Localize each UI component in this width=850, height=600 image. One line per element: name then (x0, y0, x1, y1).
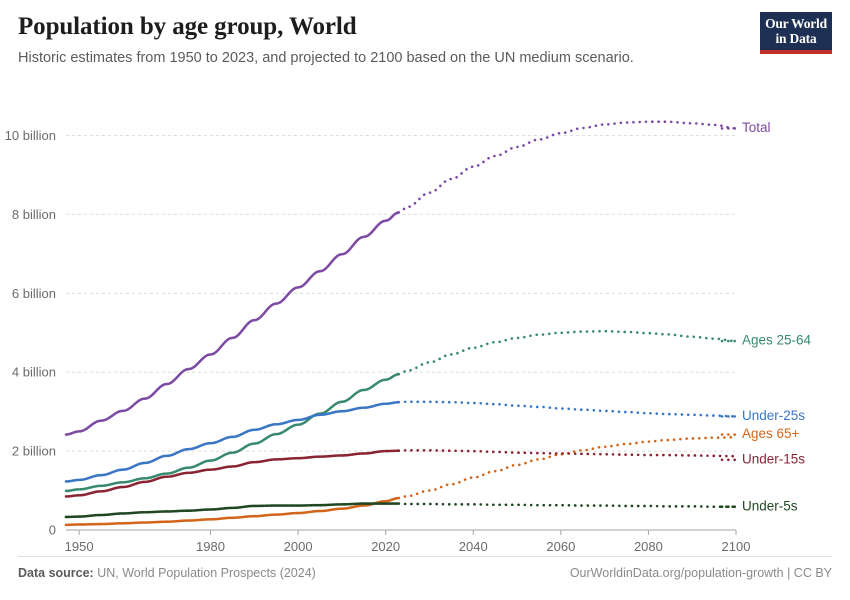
x-axis-tick-label: 2060 (546, 539, 575, 552)
x-axis-tick-label: 1950 (65, 539, 94, 552)
y-axis-tick-label: 4 billion (12, 365, 56, 380)
series-ages-65- (64, 436, 738, 527)
legend-label-under-5s[interactable]: Under-5s (742, 498, 798, 513)
series-under-5s (64, 502, 738, 519)
line-chart-svg: 0 2 billion 4 billion 6 billion 8 billion 10 … (5, 120, 812, 552)
series-total (64, 120, 738, 436)
projected-line (397, 329, 738, 376)
y-axis-tick-label: 10 billion (5, 128, 56, 143)
legend-label-under-15s[interactable]: Under-15s (742, 451, 805, 466)
x-axis-tick-label: 2000 (284, 539, 313, 552)
logo-line-2: in Data (775, 31, 817, 46)
chart-subtitle: Historic estimates from 1950 to 2023, an… (18, 50, 634, 66)
legend-label-under-25s[interactable]: Under-25s (742, 408, 805, 423)
series-labels: Total Ages 25-64 Under-25s Ages 65+ Under-15… (720, 120, 812, 513)
data-source: Data source: UN, World Population Prospe… (18, 566, 316, 580)
grid-lines (66, 135, 736, 452)
historic-line (64, 496, 401, 527)
x-axis-tick-label: 1980 (196, 539, 225, 552)
page-title: Population by age group, World (18, 13, 357, 40)
data-source-label: Data source: (18, 566, 94, 580)
historic-line (64, 211, 401, 436)
x-axis-tick-label: 2100 (722, 539, 751, 552)
series-under-15s (64, 449, 738, 498)
projected-line (397, 502, 738, 509)
projected-line (397, 449, 738, 458)
y-axis-tick-label: 0 (49, 523, 56, 538)
plot-area: 0 2 billion 4 billion 6 billion 8 billion 10 … (0, 82, 850, 552)
y-axis-tick-label: 2 billion (12, 444, 56, 459)
x-axis-tick-label: 2080 (634, 539, 663, 552)
chart-footer: Data source: UN, World Population Prospe… (18, 556, 832, 586)
series-under-25s (64, 400, 738, 483)
chart-header: Population by age group, World Historic … (18, 12, 832, 74)
y-axis-tick-label: 8 billion (12, 207, 56, 222)
logo-line-1: Our World (765, 16, 827, 31)
legend-label-ages-25-64[interactable]: Ages 25-64 (742, 333, 812, 348)
data-source-value: UN, World Population Prospects (2024) (93, 566, 316, 580)
series-ages-25-64 (64, 329, 738, 493)
y-axis-ticks: 0 2 billion 4 billion 6 billion 8 billion 10 … (5, 128, 56, 537)
projected-line (397, 436, 738, 500)
footer-link[interactable]: OurWorldinData.org/population-growth | C… (569, 566, 832, 580)
projected-line (397, 400, 738, 418)
x-axis-ticks: 1950 1980 2000 2020 2040 2060 2080 2100 (65, 530, 751, 552)
legend-label-ages-65-[interactable]: Ages 65+ (742, 426, 800, 441)
historic-line (64, 400, 401, 483)
x-axis-tick-label: 2040 (459, 539, 488, 552)
historic-line (64, 502, 401, 519)
data-series (64, 120, 738, 527)
historic-line (64, 449, 401, 498)
legend-label-total[interactable]: Total (742, 120, 771, 135)
historic-line (64, 372, 401, 493)
x-axis-tick-label: 2020 (371, 539, 400, 552)
owid-logo[interactable]: Our World in Data (760, 12, 832, 54)
y-axis-tick-label: 6 billion (12, 286, 56, 301)
